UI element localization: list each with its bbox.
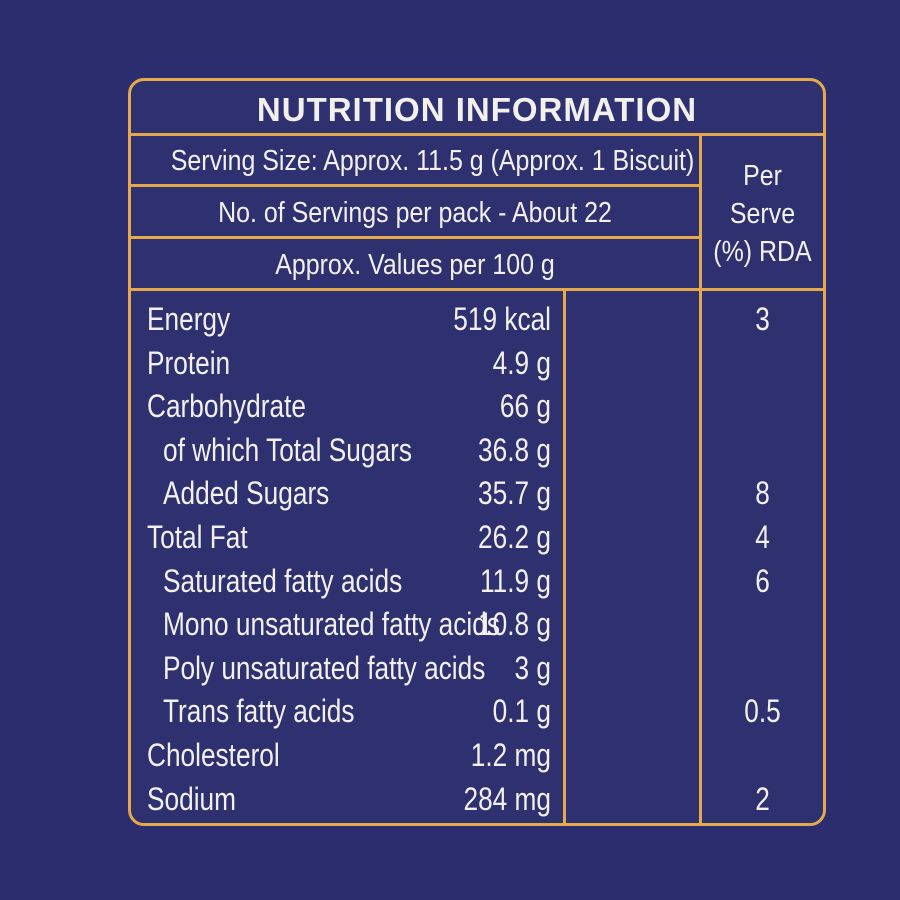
nutrient-name: Sodium bbox=[147, 780, 236, 817]
value-column-divider bbox=[563, 288, 566, 823]
nutrient-value: 26.2 g bbox=[478, 519, 551, 555]
rda-header-line-2: Serve bbox=[729, 198, 796, 230]
nutrient-value: 66 g bbox=[499, 388, 551, 425]
nutrient-value: 3 g bbox=[514, 649, 551, 686]
serving-size: Serving Size: Approx. 11.5 g (Approx. 1 … bbox=[170, 145, 695, 177]
nutrient-name: Trans fatty acids bbox=[163, 693, 355, 730]
servings-divider bbox=[131, 236, 699, 239]
nutrient-rda: 2 bbox=[755, 780, 770, 817]
nutrient-value: 4.9 g bbox=[492, 344, 551, 381]
values-per-100g: Approx. Values per 100 g bbox=[275, 249, 555, 281]
nutrient-value: 36.8 g bbox=[478, 431, 551, 468]
rda-header-line-3: (%) RDA bbox=[713, 236, 812, 268]
header-divider bbox=[131, 288, 823, 291]
nutrient-name: Cholesterol bbox=[147, 737, 280, 773]
nutrient-name: Mono unsaturated fatty acids bbox=[163, 606, 500, 643]
title-divider bbox=[131, 133, 823, 136]
nutrient-rda: 8 bbox=[755, 475, 770, 512]
nutrient-value: 1.2 mg bbox=[470, 737, 551, 773]
nutrient-value: 0.1 g bbox=[492, 693, 551, 730]
nutrient-name: Poly unsaturated fatty acids bbox=[163, 649, 486, 686]
nutrient-value: 11.9 g bbox=[479, 562, 551, 599]
nutrient-value: 284 mg bbox=[463, 780, 551, 817]
nutrient-value: 519 kcal bbox=[453, 301, 551, 337]
serving-divider bbox=[131, 184, 699, 187]
nutrient-rda: 0.5 bbox=[744, 693, 781, 730]
nutrient-value: 10.8 g bbox=[478, 606, 551, 643]
servings-per-pack: No. of Servings per pack - About 22 bbox=[218, 197, 612, 229]
nutrient-rda: 4 bbox=[755, 519, 770, 555]
nutrient-name: Saturated fatty acids bbox=[163, 562, 403, 599]
panel-title: NUTRITION INFORMATION bbox=[256, 91, 698, 128]
nutrient-rda: 6 bbox=[755, 562, 770, 599]
nutrient-rda: 3 bbox=[755, 301, 770, 337]
nutrient-name: Added Sugars bbox=[163, 475, 330, 512]
nutrition-panel: NUTRITION INFORMATION Serving Size: Appr… bbox=[128, 78, 826, 826]
rda-column-divider bbox=[699, 133, 702, 823]
nutrient-name: of which Total Sugars bbox=[163, 431, 412, 468]
rda-header-line-1: Per bbox=[743, 160, 782, 192]
nutrient-name: Total Fat bbox=[147, 519, 248, 555]
nutrient-value: 35.7 g bbox=[478, 475, 551, 512]
nutrient-name: Protein bbox=[147, 344, 231, 381]
nutrient-name: Carbohydrate bbox=[147, 388, 306, 425]
nutrient-name: Energy bbox=[147, 301, 231, 337]
